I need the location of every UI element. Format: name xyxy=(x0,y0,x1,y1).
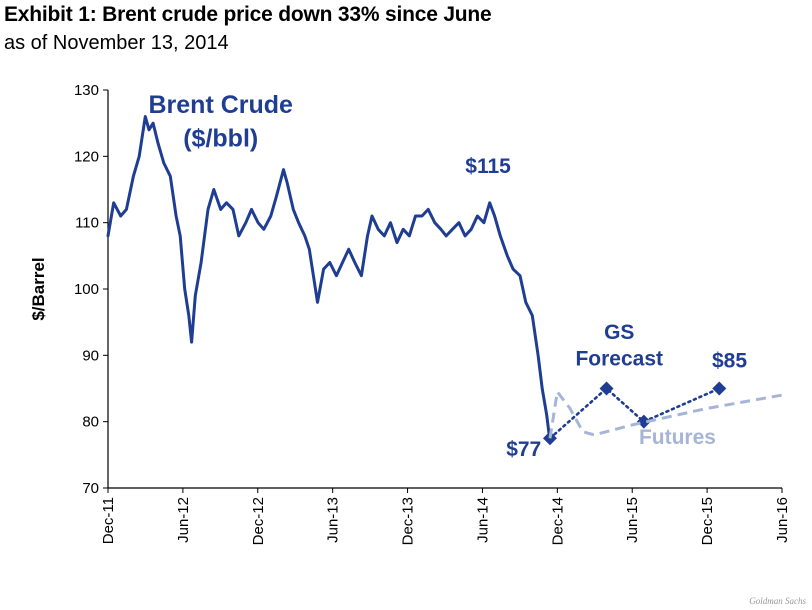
x-tick-label: Jun-15 xyxy=(624,497,641,543)
x-tick-label: Dec-11 xyxy=(100,497,117,544)
x-tick-label: Jun-16 xyxy=(774,497,791,543)
x-tick-label: Dec-12 xyxy=(250,497,267,545)
annotation-label: Futures xyxy=(639,426,716,449)
source-credit: Goldman Sachs xyxy=(749,596,806,606)
y-tick-label: 120 xyxy=(74,148,99,165)
x-tick-label: Jun-13 xyxy=(325,497,342,543)
y-tick-label: 80 xyxy=(82,414,99,431)
y-axis-label: $/Barrel xyxy=(29,257,48,320)
chart-title: Exhibit 1: Brent crude price down 33% si… xyxy=(4,3,492,26)
annotation-label: $77 xyxy=(506,438,541,461)
forecast-point-marker xyxy=(599,381,614,396)
x-tick-label: Dec-13 xyxy=(400,497,417,545)
x-tick-label: Jun-14 xyxy=(474,497,491,543)
forecast-point-marker xyxy=(636,414,651,429)
chart-subtitle: as of November 13, 2014 xyxy=(4,32,229,54)
y-tick-label: 130 xyxy=(74,82,99,99)
x-tick-label: Jun-12 xyxy=(175,497,192,543)
series-line-gs-forecast xyxy=(548,386,721,440)
annotation-label: ($/bbl) xyxy=(183,124,258,152)
y-tick-label: 100 xyxy=(74,281,99,298)
y-tick-label: 90 xyxy=(82,347,99,364)
x-tick-label: Dec-15 xyxy=(699,497,716,545)
annotation-label: $115 xyxy=(465,155,511,178)
y-tick-label: 110 xyxy=(75,215,99,232)
series-line-brent-crude-bbl xyxy=(106,115,552,444)
annotation-label: Forecast xyxy=(575,347,663,370)
forecast-point-marker xyxy=(712,381,727,396)
y-tick-label: 70 xyxy=(82,480,99,497)
annotation-label: Brent Crude xyxy=(149,91,294,119)
series-line-futures xyxy=(548,388,783,439)
annotation-label: $85 xyxy=(712,349,747,372)
annotation-label: GS xyxy=(604,321,634,344)
x-tick-label: Dec-14 xyxy=(549,497,566,545)
